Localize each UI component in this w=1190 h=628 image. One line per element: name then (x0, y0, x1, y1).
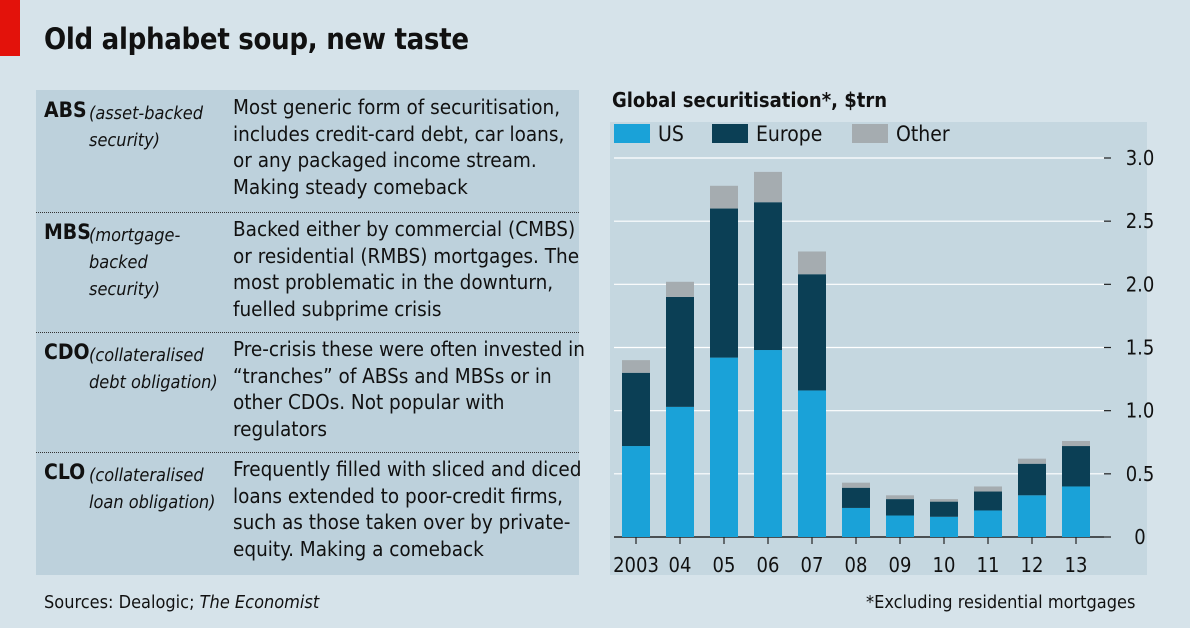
y-tick-label: 1.0 (1126, 399, 1155, 423)
bar-other-13 (1062, 440, 1090, 447)
bar-us-11 (974, 510, 1002, 537)
legend-label-other: Other (896, 122, 950, 146)
bar-us-10 (930, 516, 958, 537)
bar-other-12 (1018, 458, 1046, 464)
table-row: CDO (collateralised debt obligation) Pre… (36, 332, 585, 453)
bar-europe-08 (842, 487, 870, 508)
bar-us-09 (886, 515, 914, 537)
term-desc: Pre-crisis these were often invested in … (233, 337, 585, 441)
bar-other-09 (886, 495, 914, 500)
glossary-table: ABS (asset-backed security) Most generic… (36, 90, 585, 575)
y-tick-label: 1.5 (1126, 336, 1155, 360)
bar-other-08 (842, 482, 870, 488)
term-abbr: CLO (44, 460, 86, 484)
term-full: (asset-backed security) (89, 103, 204, 151)
term-full: (collateralised loan obligation) (89, 465, 216, 513)
legend-swatch-europe (712, 124, 748, 143)
x-tick-label: 11 (977, 553, 1000, 577)
x-tick-label: 08 (845, 553, 868, 577)
table-row: MBS (mortgage-backed security) Backed ei… (36, 212, 579, 333)
x-tick-label: 04 (669, 553, 692, 577)
legend-swatch-other (852, 124, 888, 143)
term-abbr: ABS (44, 98, 87, 122)
bar-europe-07 (798, 274, 826, 391)
y-tick-label: 2.0 (1126, 272, 1155, 296)
bar-europe-09 (886, 499, 914, 516)
bar-europe-13 (1062, 446, 1090, 487)
bar-europe-04 (666, 296, 694, 407)
bar-us-12 (1018, 495, 1046, 537)
bar-us-07 (798, 390, 826, 537)
table-row: CLO (collateralised loan obligation) Fre… (36, 452, 581, 575)
chart-title: Global securitisation*, $trn (612, 88, 888, 112)
bar-us-05 (710, 357, 738, 537)
bar-us-2003 (622, 446, 650, 537)
table-row: ABS (asset-backed security) Most generic… (36, 90, 579, 213)
x-tick-label: 06 (757, 553, 780, 577)
bar-other-2003 (622, 360, 650, 373)
bar-us-13 (1062, 486, 1090, 537)
legend-swatch-us (614, 124, 650, 143)
term-abbr: CDO (44, 340, 90, 364)
bar-us-08 (842, 507, 870, 537)
bar-other-05 (710, 185, 738, 209)
bar-europe-06 (754, 202, 782, 351)
x-tick-label: 2003 (613, 553, 659, 577)
legend-label-europe: Europe (756, 122, 823, 146)
term-desc: Most generic form of securitisation, inc… (233, 95, 565, 199)
term-full: (mortgage-backed security) (89, 225, 181, 300)
bar-europe-12 (1018, 463, 1046, 496)
bar-us-06 (754, 350, 782, 537)
bar-other-04 (666, 281, 694, 297)
sources-prefix: Sources: Dealogic; (44, 592, 200, 613)
y-tick-label: 2.5 (1126, 209, 1155, 233)
legend-item-us: US (614, 122, 684, 146)
legend-item-europe: Europe (712, 122, 822, 146)
footnote: *Excluding residential mortgages (866, 592, 1136, 613)
bar-us-04 (666, 406, 694, 537)
legend-label-us: US (658, 122, 684, 146)
y-tick-label: 0.5 (1126, 462, 1155, 486)
bar-europe-10 (930, 501, 958, 517)
bar-other-10 (930, 499, 958, 502)
x-tick-label: 05 (713, 553, 736, 577)
sources-note: Sources: Dealogic; The Economist (44, 592, 319, 613)
bar-other-07 (798, 251, 826, 275)
sources-italic: The Economist (199, 592, 320, 613)
y-tick-label: 0 (1134, 525, 1145, 549)
bar-other-11 (974, 486, 1002, 492)
bar-other-06 (754, 171, 782, 203)
page-title: Old alphabet soup, new taste (44, 22, 469, 56)
term-full: (collateralised debt obligation) (89, 345, 218, 393)
x-tick-label: 12 (1021, 553, 1044, 577)
bar-europe-05 (710, 208, 738, 358)
brand-red-tag (0, 0, 20, 56)
term-desc: Frequently filled with sliced and diced … (233, 457, 582, 561)
y-tick-label: 3.0 (1126, 146, 1155, 170)
term-desc: Backed either by commercial (CMBS) or re… (233, 217, 580, 321)
x-tick-label: 10 (933, 553, 956, 577)
chart-plot-area (610, 122, 1147, 575)
x-tick-label: 09 (889, 553, 912, 577)
bar-europe-2003 (622, 372, 650, 447)
x-tick-label: 07 (801, 553, 824, 577)
legend-item-other: Other (852, 122, 950, 146)
bar-europe-11 (974, 491, 1002, 511)
term-abbr: MBS (44, 220, 91, 244)
x-tick-label: 13 (1065, 553, 1088, 577)
